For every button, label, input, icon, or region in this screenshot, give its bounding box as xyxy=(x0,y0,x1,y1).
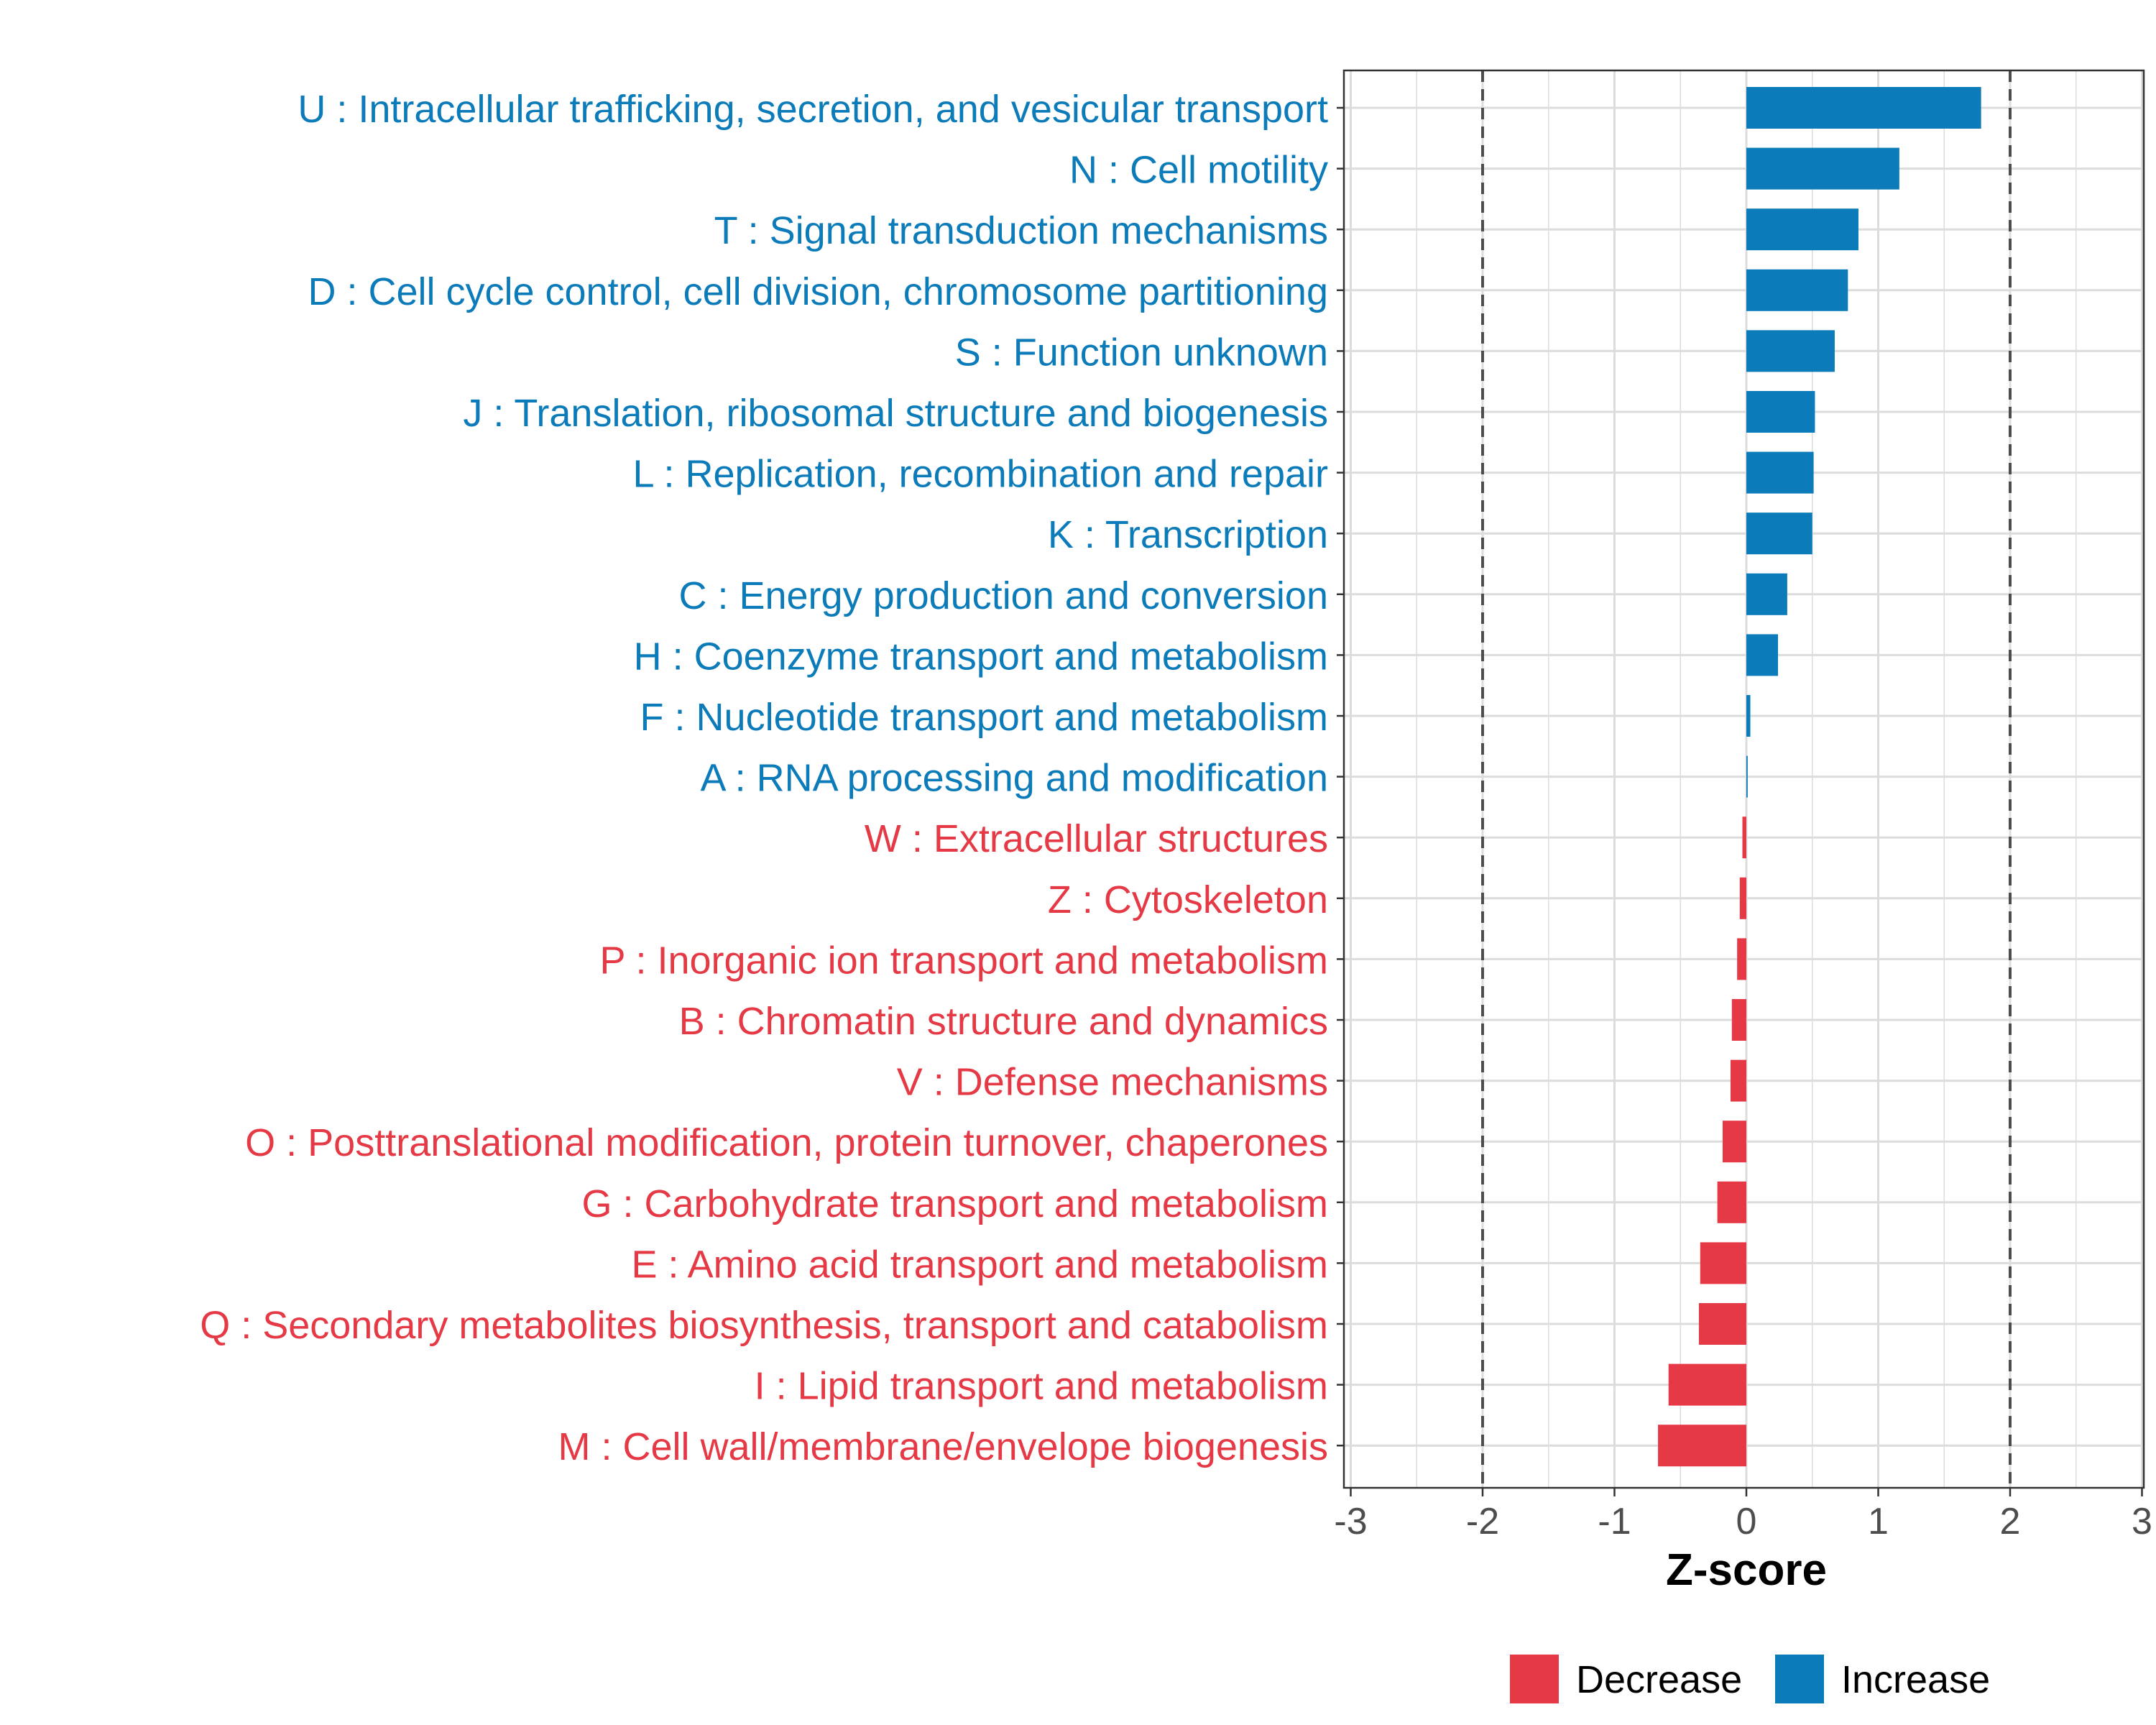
bar xyxy=(1658,1425,1746,1467)
bar xyxy=(1700,1242,1746,1284)
legend-label: Decrease xyxy=(1576,1658,1742,1701)
y-tick-label: G : Carbohydrate transport and metabolis… xyxy=(582,1182,1329,1225)
x-tick-label: -3 xyxy=(1334,1501,1367,1542)
y-tick-label: K : Transcription xyxy=(1048,513,1328,556)
bar xyxy=(1668,1363,1746,1406)
y-tick-label: U : Intracellular trafficking, secretion… xyxy=(298,88,1328,131)
x-axis-title: Z-score xyxy=(1666,1545,1827,1595)
bar xyxy=(1746,634,1779,676)
y-tick-label: Q : Secondary metabolites biosynthesis, … xyxy=(200,1304,1328,1347)
y-tick-label: D : Cell cycle control, cell division, c… xyxy=(308,270,1328,313)
x-tick-label: 3 xyxy=(2132,1501,2152,1542)
y-tick-label: P : Inorganic ion transport and metaboli… xyxy=(599,939,1328,982)
bar xyxy=(1746,330,1835,372)
y-tick-label: I : Lipid transport and metabolism xyxy=(755,1365,1328,1408)
y-tick-label: V : Defense mechanisms xyxy=(897,1061,1328,1104)
bar xyxy=(1746,391,1815,433)
bar xyxy=(1746,147,1899,190)
y-tick-label: F : Nucleotide transport and metabolism xyxy=(640,696,1328,739)
bar xyxy=(1746,451,1814,494)
x-tick-label: 1 xyxy=(1868,1501,1889,1542)
x-tick-label: 2 xyxy=(2000,1501,2021,1542)
bar xyxy=(1717,1181,1746,1223)
bar xyxy=(1739,877,1746,919)
bar xyxy=(1746,755,1748,798)
y-tick-label: Z : Cytoskeleton xyxy=(1048,878,1328,921)
y-tick-label: L : Replication, recombination and repai… xyxy=(632,453,1328,496)
reference-lines xyxy=(1481,70,2012,1488)
panel-border xyxy=(1342,69,2145,1489)
y-tick-label: A : RNA processing and modification xyxy=(701,757,1328,800)
bar xyxy=(1731,999,1746,1041)
bar xyxy=(1742,816,1746,859)
legend-label: Increase xyxy=(1841,1658,1990,1701)
legend-swatch xyxy=(1775,1655,1824,1703)
bar xyxy=(1746,695,1751,737)
bar xyxy=(1737,938,1746,980)
bar xyxy=(1746,269,1848,311)
y-axis-labels: U : Intracellular trafficking, secretion… xyxy=(200,88,1328,1468)
y-tick-label: N : Cell motility xyxy=(1069,149,1328,192)
bar xyxy=(1746,573,1787,615)
bar xyxy=(1746,87,1981,129)
x-tick-label: 0 xyxy=(1736,1501,1757,1542)
y-tick-label: O : Posttranslational modification, prot… xyxy=(245,1121,1328,1164)
legend: Decrease Increase xyxy=(1510,1655,1990,1703)
bar xyxy=(1722,1121,1746,1163)
x-axis-ticks: -3 -2 -1 0 1 2 3 xyxy=(1334,1488,2152,1542)
y-tick-label: M : Cell wall/membrane/envelope biogenes… xyxy=(558,1425,1328,1468)
y-tick-label: C : Energy production and conversion xyxy=(678,574,1328,617)
y-tick-label: E : Amino acid transport and metabolism xyxy=(632,1243,1328,1286)
y-tick-label: B : Chromatin structure and dynamics xyxy=(679,1000,1328,1043)
bars xyxy=(1658,87,1981,1467)
bar xyxy=(1730,1059,1746,1102)
x-tick-label: -2 xyxy=(1466,1501,1499,1542)
bar xyxy=(1746,208,1858,251)
legend-swatch xyxy=(1510,1655,1559,1703)
y-tick-label: H : Coenzyme transport and metabolism xyxy=(634,635,1328,678)
bar xyxy=(1698,1303,1746,1345)
bar xyxy=(1746,512,1812,555)
y-tick-label: S : Function unknown xyxy=(955,331,1328,374)
y-axis-ticks xyxy=(1337,106,1344,1447)
y-tick-label: W : Extracellular structures xyxy=(865,817,1328,860)
x-tick-label: -1 xyxy=(1598,1501,1631,1542)
y-tick-label: T : Signal transduction mechanisms xyxy=(714,209,1328,252)
y-tick-label: J : Translation, ribosomal structure and… xyxy=(463,392,1328,435)
